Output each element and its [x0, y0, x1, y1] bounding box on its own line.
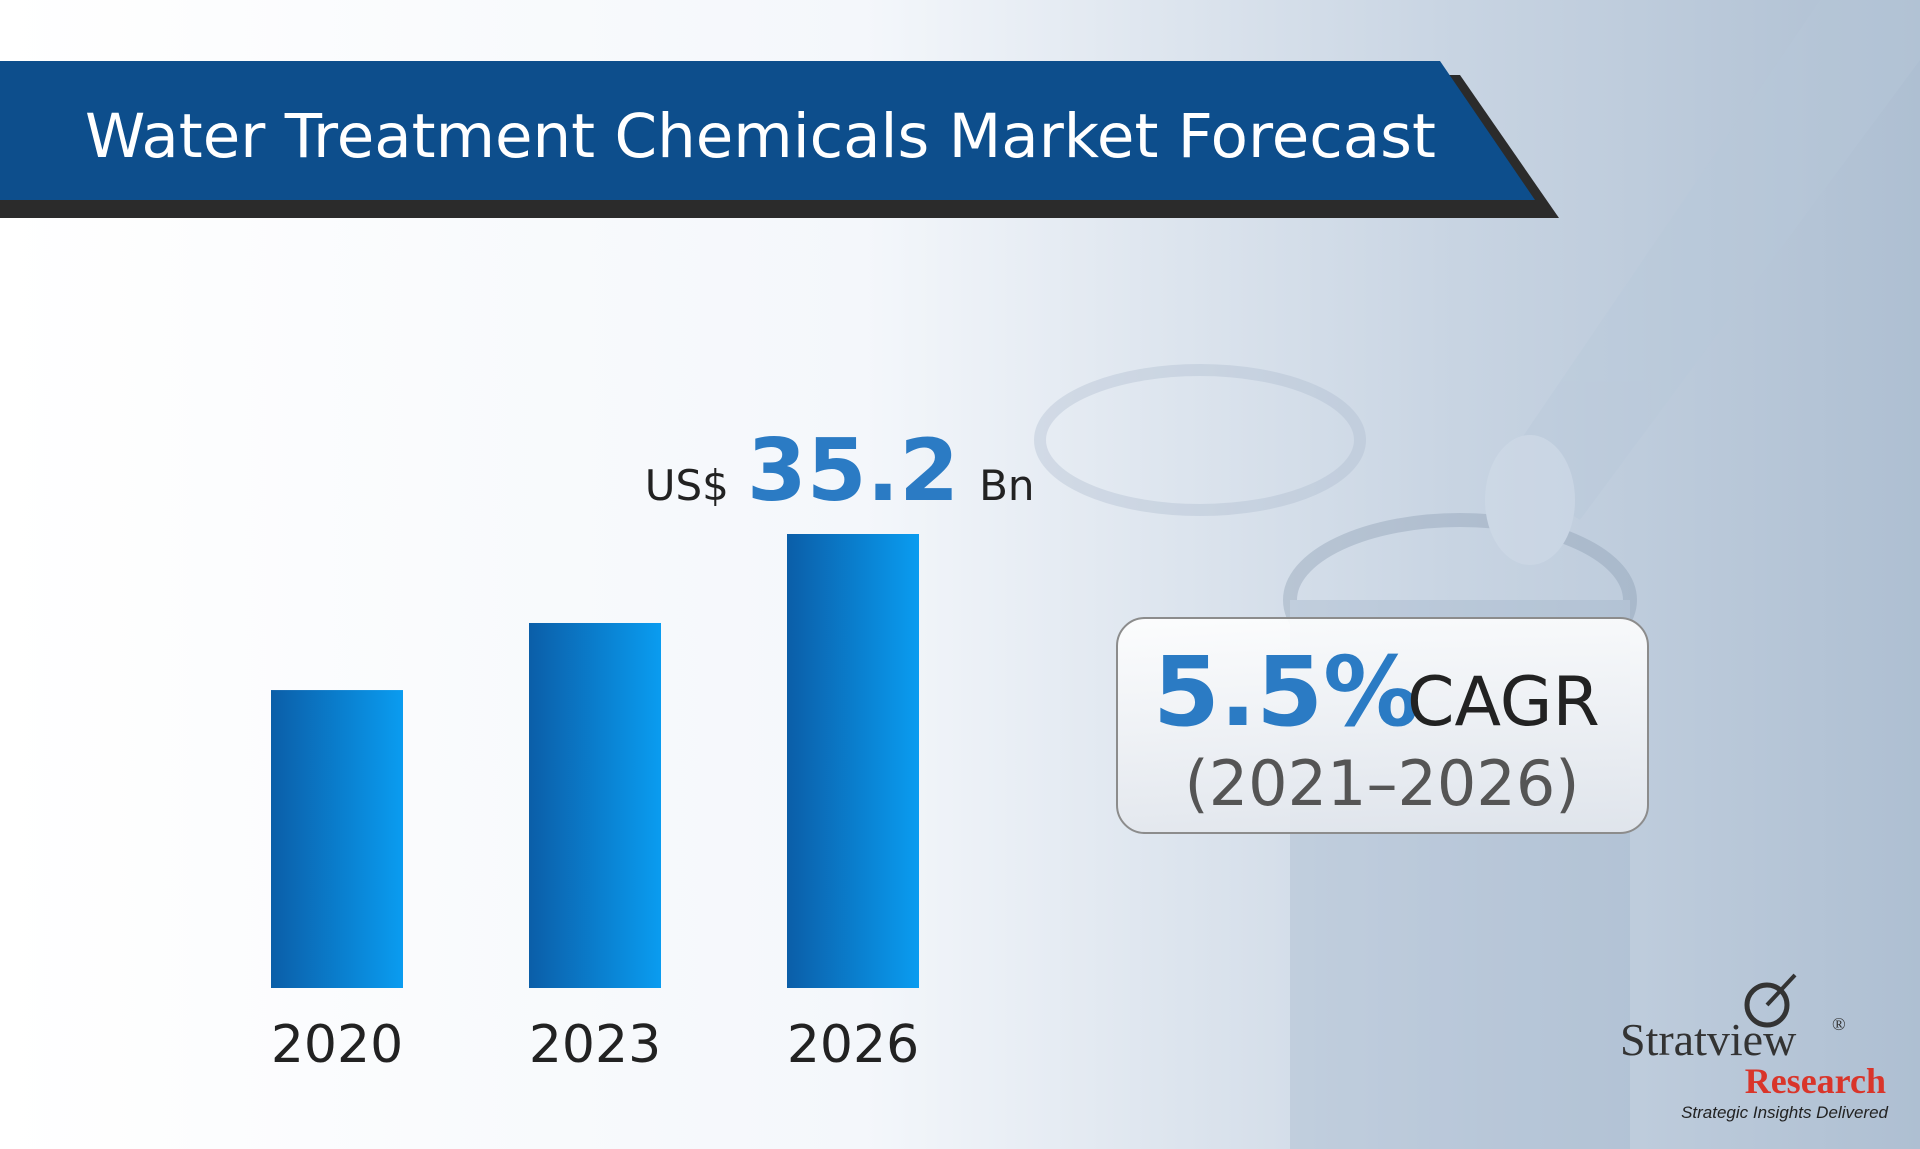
cagr-box	[1116, 617, 1649, 834]
logo-mark: ®	[1832, 1014, 1846, 1034]
logo-icon	[1744, 982, 1790, 1028]
cagr-value: 5.5%	[1153, 636, 1419, 748]
logo-tagline: Strategic Insights Delivered	[1681, 1103, 1888, 1122]
cagr-period: (2021–2026)	[1185, 747, 1580, 820]
x-tick-label: 2023	[529, 1015, 661, 1075]
value-prefix: US$	[645, 461, 729, 510]
logo-name: Stratview	[1620, 1014, 1797, 1065]
logo-sub: Research	[1745, 1061, 1886, 1101]
logo-arrow	[1765, 973, 1797, 1007]
x-tick-label: 2020	[271, 1015, 403, 1075]
x-tick-label: 2026	[787, 1015, 919, 1075]
bar	[271, 690, 403, 988]
bar	[529, 622, 661, 988]
data-label: 35.2	[747, 421, 959, 521]
banner	[0, 61, 1535, 200]
cagr-label: CAGR	[1407, 663, 1600, 742]
chart-title: Water Treatment Chemicals Market Forecas…	[85, 101, 1436, 172]
logo: Stratview ® Research Strategic Insights …	[1620, 973, 1889, 1122]
value-unit: Bn	[979, 461, 1034, 510]
bar	[787, 534, 919, 988]
